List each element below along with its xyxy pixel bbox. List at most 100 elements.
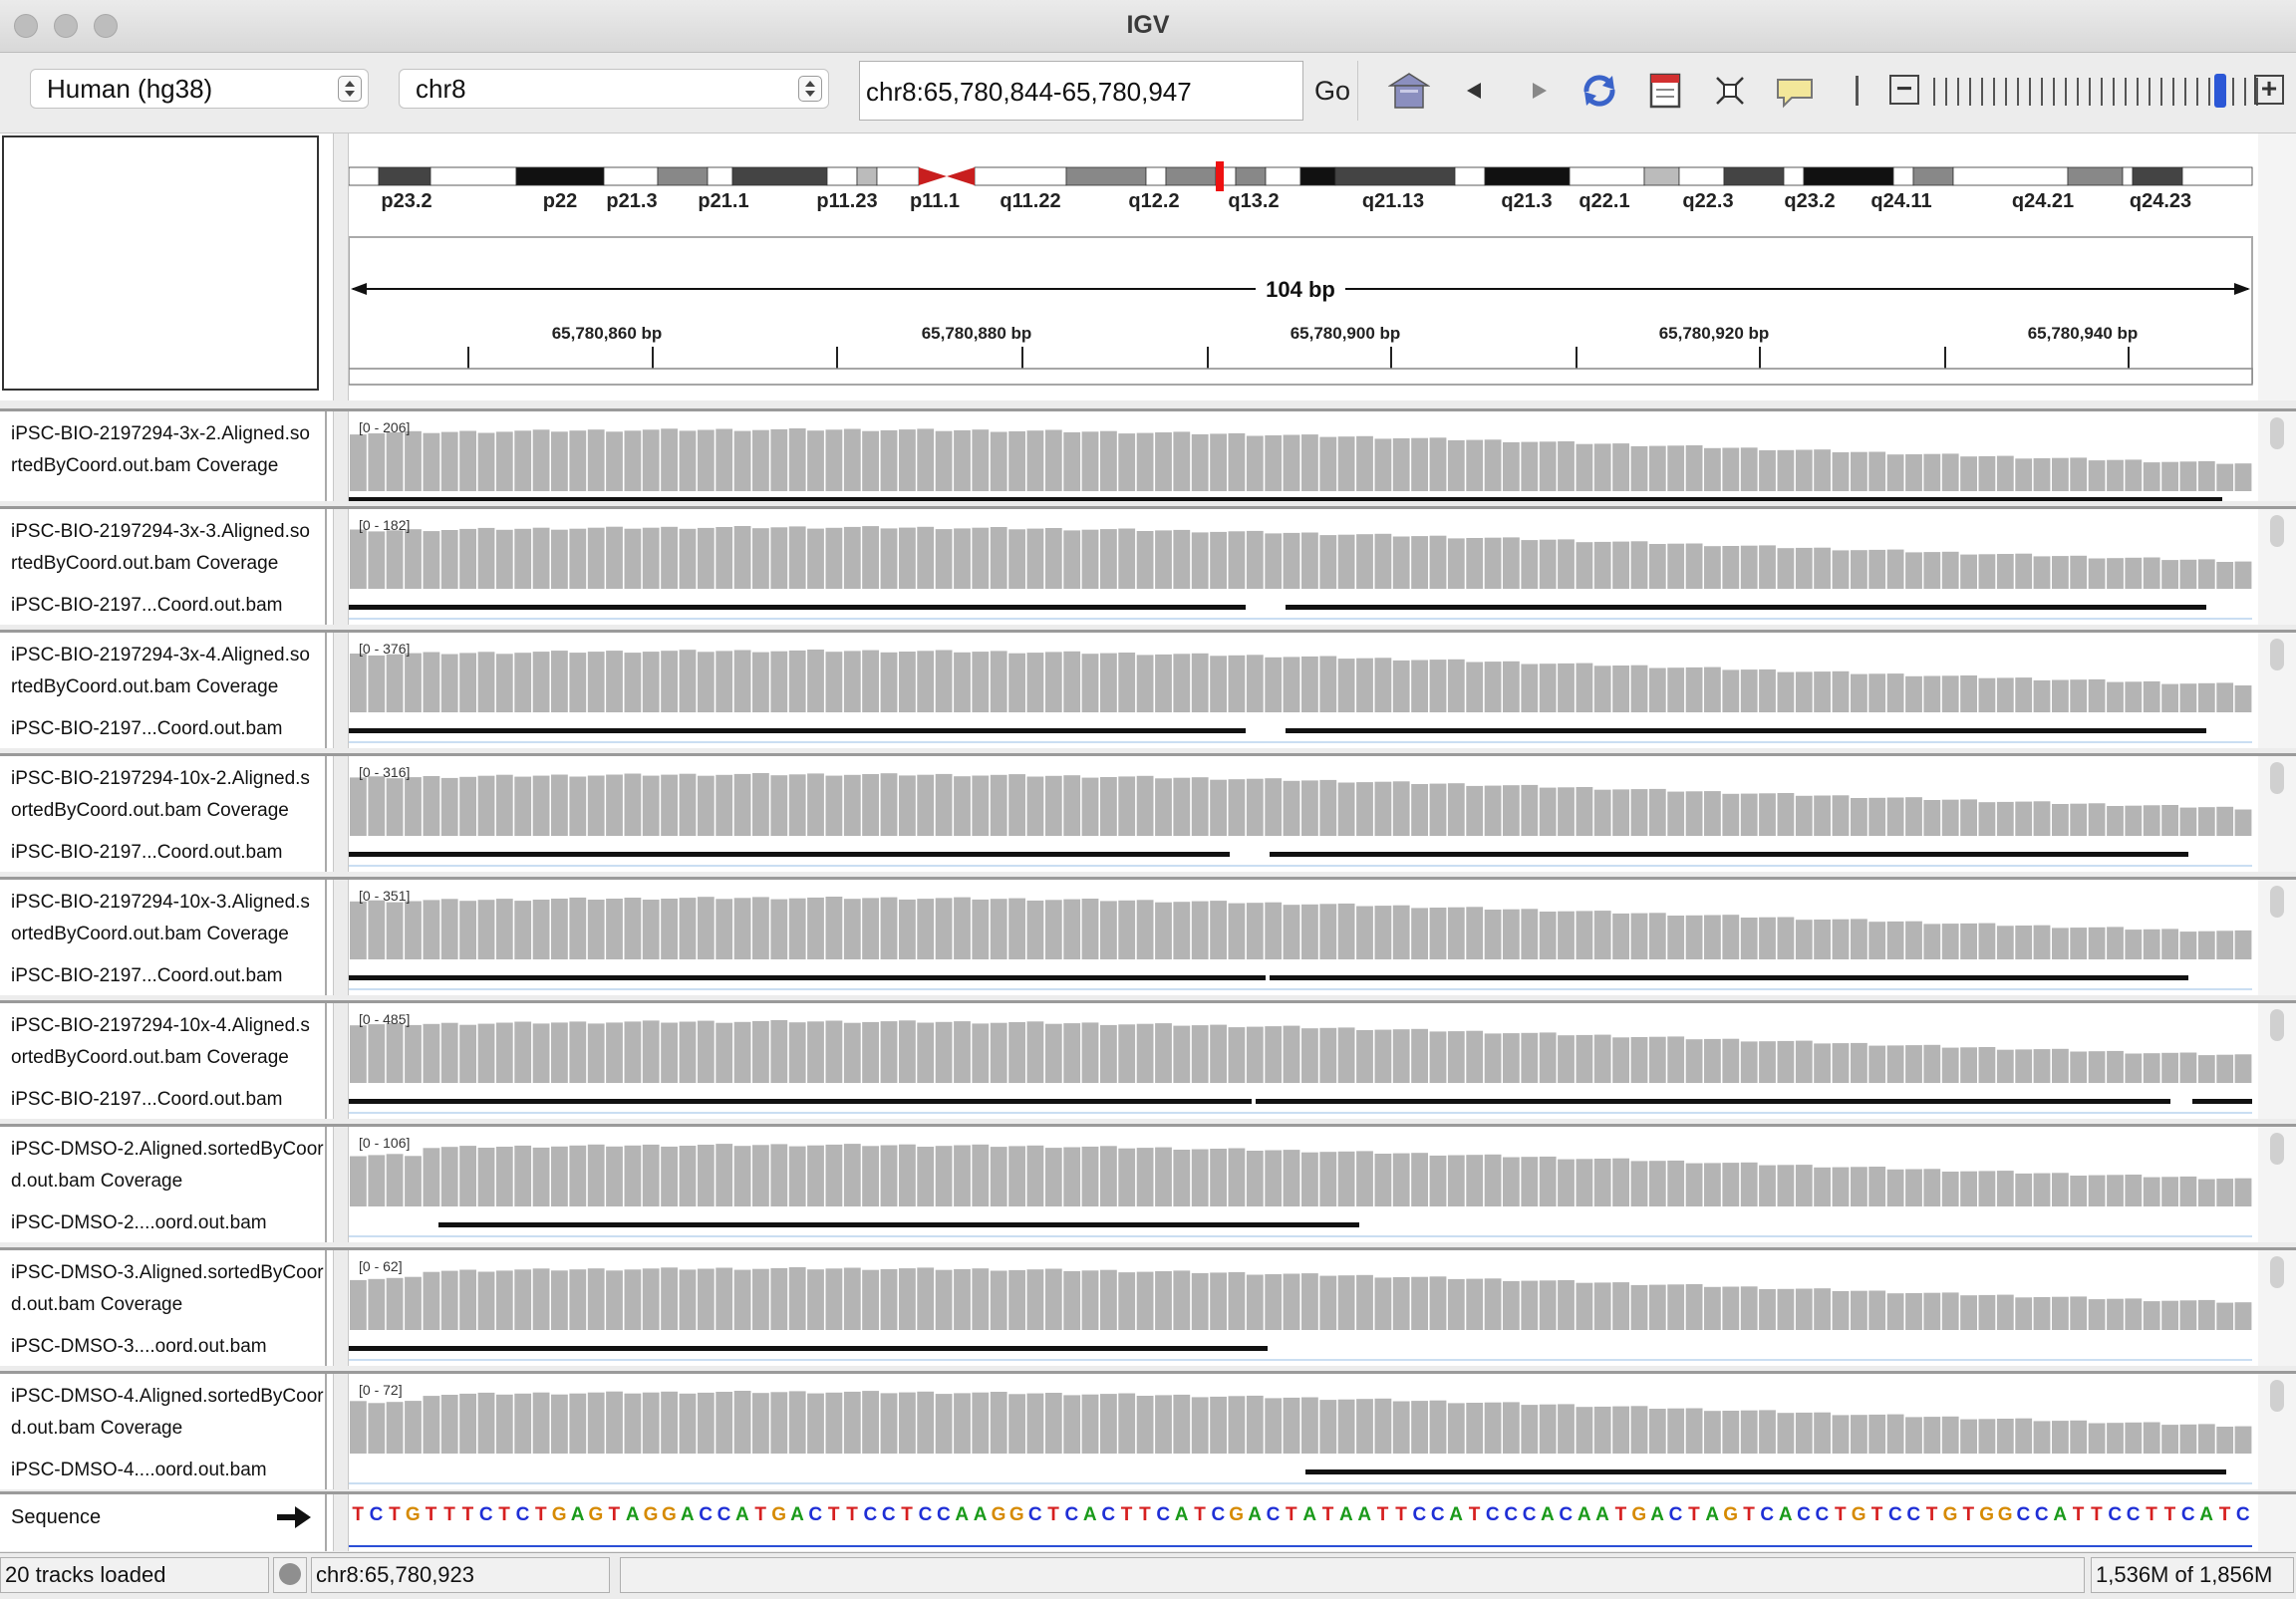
coverage-bar bbox=[1941, 924, 1959, 959]
refresh-icon[interactable] bbox=[1578, 70, 1620, 112]
track-name[interactable]: iPSC-DMSO-3.Aligned.sortedByCoor d.out.ba… bbox=[0, 1250, 327, 1366]
track-name[interactable]: iPSC-DMSO-4.Aligned.sortedByCoor d.out.ba… bbox=[0, 1374, 327, 1489]
back-arrow-icon[interactable] bbox=[1455, 70, 1497, 112]
close-window-button[interactable] bbox=[14, 14, 38, 38]
coverage-histogram[interactable] bbox=[349, 756, 2254, 872]
minimize-window-button[interactable] bbox=[54, 14, 78, 38]
track-scrollbar[interactable] bbox=[2258, 1250, 2296, 1366]
zoom-in-button[interactable]: + bbox=[2254, 75, 2284, 105]
popup-info-icon[interactable] bbox=[1774, 70, 1816, 112]
coverage-bar bbox=[1777, 793, 1795, 836]
panel-divider[interactable] bbox=[333, 411, 349, 501]
coverage-bar bbox=[661, 1146, 678, 1206]
coverage-bar bbox=[917, 1391, 935, 1454]
coverage-bar bbox=[1374, 781, 1392, 836]
resize-to-window-icon[interactable] bbox=[1709, 70, 1751, 112]
header-view: p23.2 p22 p21.3 p21.1 p11.23 p11.1 q11.22 q12.2… bbox=[349, 161, 2253, 386]
track-name[interactable]: iPSC-DMSO-2.Aligned.sortedByCoor d.out.ba… bbox=[0, 1127, 327, 1242]
track-data[interactable]: [0 - 62] bbox=[349, 1250, 2254, 1366]
ruler[interactable]: 65,780,860 bp 65,780,880 bp 65,780,900 bp 6… bbox=[467, 324, 2138, 369]
coverage-histogram[interactable] bbox=[349, 1127, 2254, 1242]
track-data[interactable]: [0 - 182] bbox=[349, 509, 2254, 625]
coverage-bar bbox=[2033, 925, 2051, 959]
track-scrollbar-knob[interactable] bbox=[2270, 417, 2284, 449]
zoom-window-button[interactable] bbox=[94, 14, 118, 38]
track-data[interactable]: [0 - 376] bbox=[349, 633, 2254, 748]
panel-divider[interactable] bbox=[333, 880, 349, 995]
panel-divider[interactable] bbox=[333, 756, 349, 872]
chromosome-ideogram[interactable] bbox=[349, 161, 2253, 191]
track-name[interactable]: iPSC-BIO-2197294-3x-2.Aligned.so rtedByCo… bbox=[0, 411, 327, 501]
forward-arrow-icon[interactable] bbox=[1517, 70, 1559, 112]
panel-divider[interactable] bbox=[333, 1250, 349, 1366]
go-button[interactable]: Go bbox=[1307, 61, 1358, 121]
coverage-bar bbox=[1558, 1404, 1575, 1454]
track-name[interactable]: iPSC-BIO-2197294-10x-2.Aligned.s ortedByC… bbox=[0, 756, 327, 872]
coverage-histogram[interactable] bbox=[349, 1250, 2254, 1366]
track-scrollbar[interactable] bbox=[2258, 1003, 2296, 1119]
track-scrollbar[interactable] bbox=[2258, 880, 2296, 995]
panel-divider[interactable] bbox=[333, 1494, 349, 1551]
genome-select-arrow-icon[interactable] bbox=[338, 76, 362, 102]
memory-status[interactable]: 1,536M of 1,856M bbox=[2091, 1557, 2294, 1593]
sequence-scrollbar[interactable] bbox=[2258, 1494, 2296, 1551]
coverage-bar bbox=[368, 1024, 386, 1083]
panel-divider[interactable] bbox=[333, 633, 349, 748]
track-name[interactable]: iPSC-BIO-2197294-10x-4.Aligned.s ortedByC… bbox=[0, 1003, 327, 1119]
genome-select[interactable]: Human (hg38) bbox=[30, 69, 369, 109]
panel-divider[interactable] bbox=[333, 1127, 349, 1242]
coverage-histogram[interactable] bbox=[349, 1374, 2254, 1489]
coverage-bar bbox=[733, 898, 751, 959]
panel-divider[interactable] bbox=[333, 133, 349, 400]
coverage-bar bbox=[1337, 903, 1355, 959]
track-scrollbar[interactable] bbox=[2258, 1127, 2296, 1242]
panel-divider[interactable] bbox=[333, 1374, 349, 1489]
home-icon[interactable] bbox=[1388, 70, 1430, 112]
track-data[interactable]: [0 - 106] bbox=[349, 1127, 2254, 1242]
chromosome-select-arrow-icon[interactable] bbox=[798, 76, 822, 102]
coverage-histogram[interactable] bbox=[349, 411, 2254, 502]
zoom-slider-thumb[interactable] bbox=[2214, 74, 2226, 108]
track-scrollbar[interactable] bbox=[2258, 756, 2296, 872]
track-data[interactable]: [0 - 72] bbox=[349, 1374, 2254, 1489]
track-scrollbar-knob[interactable] bbox=[2270, 886, 2284, 918]
coverage-bar bbox=[1319, 436, 1337, 491]
locus-input[interactable]: chr8:65,780,844-65,780,947 bbox=[859, 61, 1303, 121]
track-data[interactable]: [0 - 316] bbox=[349, 756, 2254, 872]
coverage-bar bbox=[2033, 1173, 2051, 1206]
coverage-histogram[interactable] bbox=[349, 633, 2254, 748]
track-scrollbar[interactable] bbox=[2258, 411, 2296, 501]
coverage-histogram[interactable] bbox=[349, 880, 2254, 995]
zoom-slider[interactable] bbox=[1933, 78, 2258, 106]
chromosome-select[interactable]: chr8 bbox=[399, 69, 829, 109]
track-data[interactable]: [0 - 206] bbox=[349, 411, 2254, 502]
track-scrollbar[interactable] bbox=[2258, 1374, 2296, 1489]
coverage-bar bbox=[2216, 931, 2234, 959]
sequence-track-name[interactable]: Sequence bbox=[0, 1494, 327, 1551]
coverage-bar bbox=[368, 776, 386, 836]
zoom-out-button[interactable]: − bbox=[1889, 75, 1919, 105]
track-scrollbar[interactable] bbox=[2258, 509, 2296, 625]
track-scrollbar-knob[interactable] bbox=[2270, 1009, 2284, 1041]
track-scrollbar-knob[interactable] bbox=[2270, 762, 2284, 794]
track-scrollbar-knob[interactable] bbox=[2270, 639, 2284, 670]
coverage-bar bbox=[423, 1271, 440, 1330]
track-scrollbar-knob[interactable] bbox=[2270, 1256, 2284, 1288]
panel-divider[interactable] bbox=[333, 509, 349, 625]
region-of-interest-icon[interactable] bbox=[1644, 70, 1686, 112]
coverage-histogram[interactable] bbox=[349, 1003, 2254, 1119]
coverage-histogram[interactable] bbox=[349, 509, 2254, 625]
track-data[interactable]: [0 - 351] bbox=[349, 880, 2254, 995]
panel-divider[interactable] bbox=[333, 1003, 349, 1119]
track-name[interactable]: iPSC-BIO-2197294-10x-3.Aligned.s ortedByC… bbox=[0, 880, 327, 995]
strand-arrow-icon[interactable] bbox=[277, 1506, 311, 1528]
track-data[interactable]: [0 - 485] bbox=[349, 1003, 2254, 1119]
track-scrollbar-knob[interactable] bbox=[2270, 515, 2284, 547]
track-name[interactable]: iPSC-BIO-2197294-3x-4.Aligned.so rtedByCo… bbox=[0, 633, 327, 748]
coverage-bar bbox=[1411, 784, 1428, 836]
track-scrollbar-knob[interactable] bbox=[2270, 1380, 2284, 1412]
track-name[interactable]: iPSC-BIO-2197294-3x-3.Aligned.so rtedByCo… bbox=[0, 509, 327, 625]
track-scrollbar[interactable] bbox=[2258, 633, 2296, 748]
header-scrollbar[interactable] bbox=[2258, 133, 2296, 400]
track-scrollbar-knob[interactable] bbox=[2270, 1133, 2284, 1165]
